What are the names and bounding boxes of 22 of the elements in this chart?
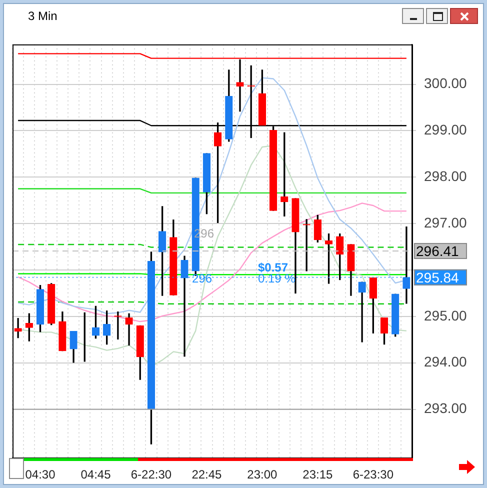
y-tick-label: 294.00 — [424, 354, 468, 370]
ref-line-label: 295.84 — [416, 269, 460, 286]
annotation: $0.57 — [258, 260, 288, 274]
x-tick-label: 6-23:30 — [352, 468, 394, 482]
y-tick-label: 299.00 — [424, 122, 468, 138]
candlestick — [125, 313, 133, 346]
y-tick-label: 300.00 — [424, 75, 468, 92]
x-tick-label: 23:00 — [247, 468, 278, 482]
y-tick-label: 293.00 — [424, 400, 468, 416]
ref-line-label: 296.41 — [416, 242, 460, 259]
x-tick-label: 6-22:30 — [130, 468, 172, 482]
annotation: 296 — [192, 271, 212, 286]
x-tick-label: 22:45 — [192, 468, 222, 482]
x-tick-label: 23:15 — [302, 468, 334, 482]
candlestick — [358, 282, 366, 342]
x-tick-label: 04:45 — [80, 468, 112, 482]
x-tick-label: 04:30 — [25, 468, 56, 482]
chart-title: 3 Min — [28, 9, 58, 23]
y-tick-label: 295.00 — [424, 307, 468, 324]
y-tick-label: 298.00 — [424, 168, 468, 184]
candlestick — [180, 256, 188, 357]
y-tick-label: 297.00 — [424, 214, 468, 230]
